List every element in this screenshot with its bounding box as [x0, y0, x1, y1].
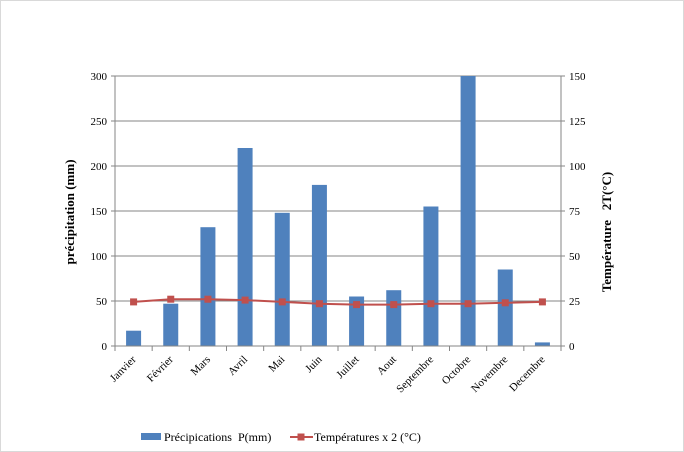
legend-marker-temperature: [297, 433, 305, 441]
legend-label-precipitation: Précipications P(mm): [164, 430, 271, 444]
precipitation-bar: [386, 290, 402, 346]
temperature-point: [353, 301, 361, 309]
left-tick-label: 150: [91, 206, 108, 218]
left-axis-title: précipitation (mm): [62, 159, 77, 264]
axes: [111, 75, 565, 351]
right-tick-label: 150: [569, 71, 586, 83]
x-tick-label: Septembre: [394, 354, 436, 396]
right-tick-label: 100: [569, 161, 586, 173]
x-tick-label: Février: [145, 353, 176, 384]
right-axis-ticks: 0 25 50 75 100 125 150: [569, 71, 586, 353]
left-tick-label: 250: [91, 116, 108, 128]
legend: Précipications P(mm) Températures x 2 (°…: [141, 430, 421, 444]
precipitation-bar: [349, 296, 365, 346]
precipitation-bar: [423, 206, 439, 346]
right-tick-label: 50: [569, 251, 581, 263]
left-tick-label: 300: [91, 71, 108, 83]
legend-label-temperature: Températures x 2 (°C): [314, 430, 421, 444]
precipitation-bar: [163, 303, 179, 346]
right-tick-label: 75: [569, 206, 581, 218]
precipitation-bar: [274, 212, 290, 346]
temperature-point: [315, 300, 323, 308]
x-tick-label: Avril: [226, 354, 250, 378]
x-tick-label: Mai: [266, 354, 287, 375]
x-tick-label: Juin: [303, 353, 325, 375]
x-tick-label: Octobre: [440, 354, 474, 388]
x-tick-label: Mars: [189, 354, 213, 378]
temperature-point: [204, 295, 212, 303]
precipitation-bar: [200, 227, 216, 346]
legend-swatch-precipitation: [141, 433, 161, 440]
left-tick-label: 50: [96, 296, 108, 308]
gridlines: [115, 75, 561, 302]
x-tick-label: Janvier: [108, 353, 139, 384]
temperature-point: [464, 300, 472, 308]
precipitation-bar: [126, 330, 142, 346]
right-tick-label: 25: [569, 296, 581, 308]
x-tick-label: Juillet: [334, 354, 361, 381]
precipitation-bar: [497, 269, 513, 346]
precipitation-bar: [534, 342, 550, 346]
left-tick-label: 0: [102, 341, 108, 353]
temperature-point: [427, 300, 435, 308]
temperature-point: [130, 298, 138, 306]
right-axis-title: Température 2T(°C): [599, 172, 614, 292]
precipitation-bar: [237, 148, 253, 346]
temperature-point: [538, 298, 546, 306]
temperature-point: [278, 298, 286, 306]
temperature-series-line: [133, 298, 543, 306]
left-tick-label: 200: [91, 161, 108, 173]
temperature-point: [501, 299, 509, 307]
temperature-point: [390, 301, 398, 309]
temperature-line: [130, 295, 546, 309]
precipitation-bar: [311, 184, 327, 346]
x-tick-label: Aout: [375, 354, 399, 378]
x-axis-ticks: Janvier Février Mars Avril Mai Juin Juillet Aou…: [108, 353, 548, 395]
left-axis-ticks: 0 50 100 150 200 250 300: [91, 71, 108, 353]
x-tick-label: Decembre: [507, 354, 548, 395]
precipitation-bar: [460, 76, 476, 346]
left-tick-label: 100: [91, 251, 108, 263]
precipitation-bars: [126, 76, 550, 346]
right-tick-label: 0: [569, 341, 575, 353]
x-tick-label: Novembre: [469, 354, 510, 395]
temperature-point: [167, 295, 175, 303]
temperature-point: [241, 296, 249, 304]
right-tick-label: 125: [569, 116, 586, 128]
